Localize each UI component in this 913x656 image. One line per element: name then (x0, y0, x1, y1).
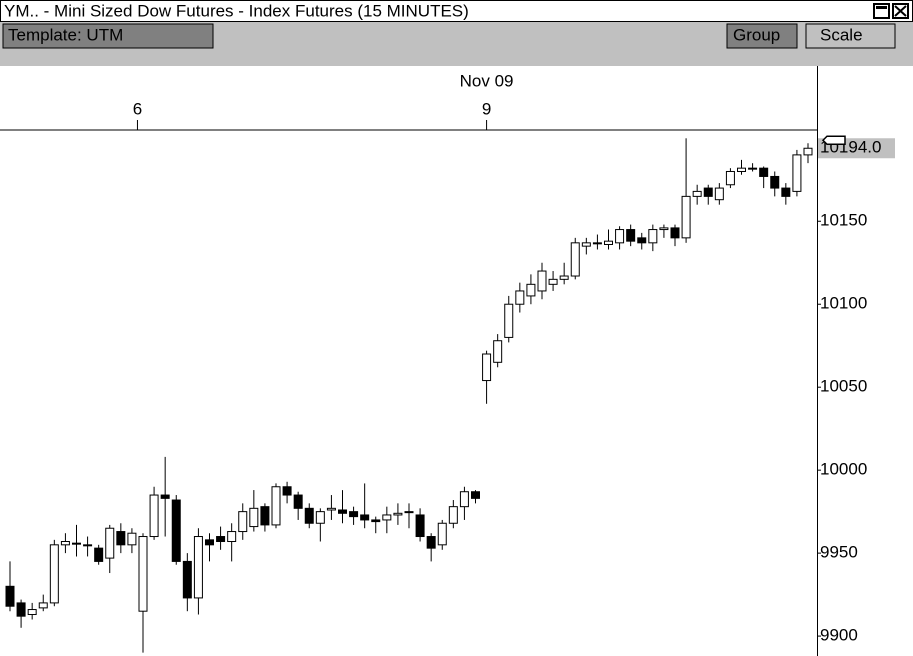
candle-body (626, 229, 636, 242)
candle-body (792, 154, 802, 192)
candle-body (770, 175, 780, 189)
candle-body (38, 602, 48, 609)
candle-body (216, 536, 226, 543)
candle-body (238, 511, 248, 533)
candle-body (615, 229, 625, 244)
candle-body (659, 227, 669, 231)
candle-body (415, 514, 425, 538)
candle-body (83, 544, 93, 547)
scale-button[interactable] (805, 23, 896, 49)
x-tick-label: 6 (133, 99, 142, 118)
template-button[interactable] (2, 23, 214, 49)
candle-body (482, 353, 492, 382)
candle-body (149, 494, 159, 538)
candle-body (193, 536, 203, 599)
candle-body (249, 507, 259, 528)
candle-body (5, 585, 15, 607)
candle-body (304, 507, 314, 524)
candle-body (315, 511, 325, 524)
group-label: Group (733, 25, 780, 44)
candle-body (714, 187, 724, 201)
candle-body (138, 536, 148, 612)
candle-body (737, 167, 746, 172)
candle-body (692, 190, 702, 197)
y-tick-label: 10050 (820, 377, 867, 396)
y-tick-label: 10150 (820, 211, 867, 230)
candle-body (670, 227, 680, 239)
candle-body (94, 547, 104, 562)
candle-body (681, 195, 691, 239)
candle-body (382, 514, 392, 521)
candle-body (526, 283, 536, 297)
candle-body (803, 147, 813, 156)
group-button[interactable] (726, 23, 798, 49)
candle-body (648, 229, 658, 244)
candle-body (338, 509, 347, 514)
candle-body (559, 275, 569, 280)
candle-body (371, 519, 381, 523)
y-tick-label: 10000 (820, 460, 867, 479)
candle-body (459, 491, 469, 508)
candle-body (27, 609, 37, 616)
close-icon (894, 5, 907, 17)
candle-body (604, 240, 613, 245)
candle-body (260, 506, 270, 526)
candle-body (60, 541, 70, 546)
scale-label: Scale (820, 25, 863, 44)
date-label: Nov 09 (460, 71, 514, 90)
candle-body (515, 290, 525, 305)
candle-body (282, 486, 292, 496)
x-tick-label: 9 (482, 99, 491, 118)
candle-body (448, 506, 458, 524)
candle-body (49, 544, 59, 604)
candle-body (471, 491, 480, 499)
candle-body (116, 531, 126, 546)
chart-area (0, 66, 913, 656)
candle-body (360, 514, 370, 521)
y-tick-label: 9900 (820, 626, 858, 645)
candle-body (127, 532, 137, 546)
candle-body (393, 512, 403, 516)
candle-body (171, 499, 181, 562)
candle-body (493, 340, 503, 363)
maximize-icon (876, 6, 887, 9)
template-label: Template: UTM (8, 25, 123, 44)
candle-body (105, 527, 115, 559)
candle-body (426, 536, 436, 549)
candle-body (759, 167, 769, 177)
candle-body (581, 242, 591, 247)
candle-body (537, 270, 547, 292)
candle-body (592, 242, 602, 245)
candle-body (570, 242, 580, 277)
window-title: YM.. - Mini Sized Dow Futures - Index Fu… (4, 1, 469, 20)
candle-body (349, 511, 359, 518)
candle-body (404, 511, 414, 514)
candle-body (437, 522, 447, 546)
candle-body (725, 170, 735, 186)
y-tick-label: 10100 (820, 294, 867, 313)
candle-body (205, 539, 214, 546)
candle-body (72, 542, 81, 545)
candle-body (16, 602, 26, 617)
candle-body (160, 494, 170, 499)
last-price-marker (821, 135, 846, 146)
candle-body (781, 187, 791, 197)
y-tick-label: 9950 (820, 543, 858, 562)
candle-body (227, 531, 237, 543)
candle-body (293, 494, 303, 509)
candle-body (703, 187, 713, 197)
candle-body (182, 560, 192, 599)
candle-body (548, 278, 558, 285)
candle-body (637, 237, 647, 244)
candle-body (326, 507, 336, 511)
candle-body (504, 303, 514, 338)
candle-body (748, 167, 758, 170)
candle-body (271, 486, 281, 526)
